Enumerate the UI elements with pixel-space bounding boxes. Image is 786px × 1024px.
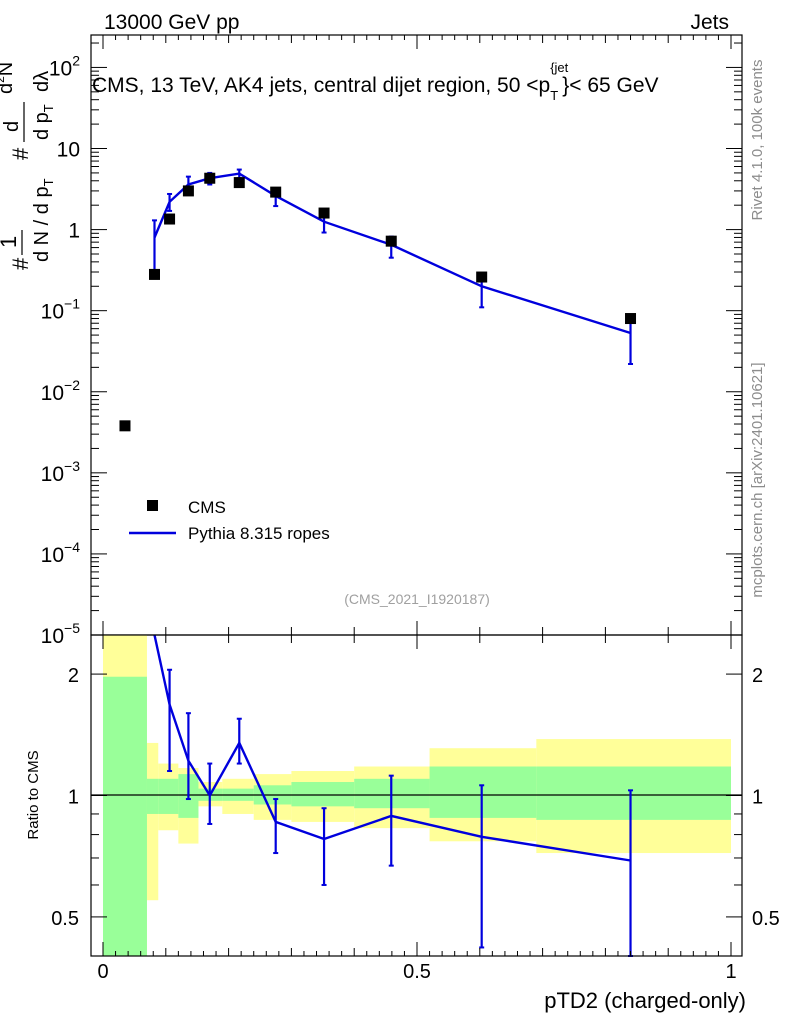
x-tick-label: 1 xyxy=(725,961,736,983)
cms-data-point xyxy=(625,313,637,325)
y-axis-label-hash: # xyxy=(8,147,33,160)
ratio-green-band xyxy=(429,766,537,818)
cms-data-point xyxy=(164,213,176,225)
plot-title-main: CMS, 13 TeV, AK4 jets, central dijet reg… xyxy=(92,60,659,103)
cms-data-point xyxy=(318,207,330,219)
ratio-series-line xyxy=(153,634,631,862)
y-axis-label-denominator: d N / d pT xyxy=(31,178,56,262)
main-plot-frame xyxy=(90,34,743,636)
rivet-version-label: Rivet 4.1.0, 100k events xyxy=(749,60,766,221)
ratio-y-tick-label-right: 0.5 xyxy=(752,908,780,930)
cms-data-point xyxy=(270,186,282,198)
y-tick-label: 10−3 xyxy=(41,458,81,486)
x-tick-label: 0.5 xyxy=(403,961,431,983)
y-tick-label: 10−2 xyxy=(41,377,81,405)
ratio-y-tick-label-left: 0.5 xyxy=(51,908,79,930)
ratio-y-axis-label: Ratio to CMS xyxy=(25,750,42,839)
plot-title: CMS, 13 TeV, AK4 jets, central dijet reg… xyxy=(92,60,659,103)
ratio-ticks: 0.5 0.5 1 1 2 2 xyxy=(51,35,780,957)
ratio-y-tick-label-left: 1 xyxy=(68,787,79,809)
y-axis-label-d1: d xyxy=(1,121,23,132)
y-axis-tick-labels: 102 10 1 10−1 10−2 10−3 10−4 10−5 xyxy=(41,52,81,648)
main-plot-ticks xyxy=(91,35,742,636)
analysis-id-label: (CMS_2021_I1920187) xyxy=(344,591,490,607)
y-axis-label-one: 1 xyxy=(0,236,21,248)
y-axis-label-prefix: # xyxy=(8,257,33,270)
main-plot-marks xyxy=(119,168,637,432)
ratio-plot: 0.5 0.51 12 2 0 0.5 1 xyxy=(51,35,780,983)
y-tick-label: 102 xyxy=(49,52,80,80)
cms-data-point xyxy=(204,172,216,184)
y-tick-label: 10−5 xyxy=(41,620,81,648)
legend-pythia-label: Pythia 8.315 ropes xyxy=(188,524,330,543)
ratio-green-band xyxy=(146,778,159,814)
cms-data-point xyxy=(476,271,488,283)
cms-data-point xyxy=(233,177,245,189)
x-axis-label: pTD2 (charged-only) xyxy=(544,988,746,1013)
ratio-green-band xyxy=(291,782,355,807)
ratio-y-tick-label-right: 2 xyxy=(752,665,763,687)
legend-cms-marker xyxy=(147,500,158,511)
legend-cms-label: CMS xyxy=(188,498,226,517)
ratio-marks xyxy=(153,634,634,957)
x-axis-tick-labels: 0 0.5 1 xyxy=(97,961,736,983)
y-axis-label-dlambda: dλ xyxy=(31,71,53,92)
y-axis-label-d2N: d2N xyxy=(0,62,17,94)
pythia-series-line xyxy=(153,172,631,335)
ratio-y-tick-label-left: 2 xyxy=(68,665,79,687)
header-jets-label: Jets xyxy=(690,11,729,34)
y-tick-label: 10−4 xyxy=(41,539,81,567)
header-energy-label: 13000 GeV pp xyxy=(104,11,239,34)
mcplots-label: mcplots.cern.ch [arXiv:2401.10621] xyxy=(749,362,766,597)
cms-data-point xyxy=(148,268,160,280)
x-tick-label: 0 xyxy=(97,961,108,983)
ratio-yellow-band xyxy=(146,742,159,901)
y-tick-label: 1 xyxy=(68,220,80,243)
ratio-y-tick-label-right: 1 xyxy=(752,787,763,809)
main-plot: 102 10 1 10−1 10−2 10−3 10−4 10−5 xyxy=(41,34,743,648)
y-tick-label: 10−1 xyxy=(41,296,81,324)
ratio-green-band xyxy=(158,778,179,814)
cms-data-point xyxy=(182,185,194,197)
cms-data-point xyxy=(385,235,397,247)
y-tick-label: 10 xyxy=(57,139,80,162)
legend: CMS Pythia 8.315 ropes xyxy=(129,498,330,543)
ratio-green-band xyxy=(536,766,731,820)
ratio-green-band xyxy=(103,676,147,956)
cms-data-point xyxy=(119,420,131,432)
y-axis-label-dpt: d pT xyxy=(31,104,56,140)
y-axis-label: # 1 d N / d pT # d d pT d2N dλ xyxy=(0,62,56,270)
